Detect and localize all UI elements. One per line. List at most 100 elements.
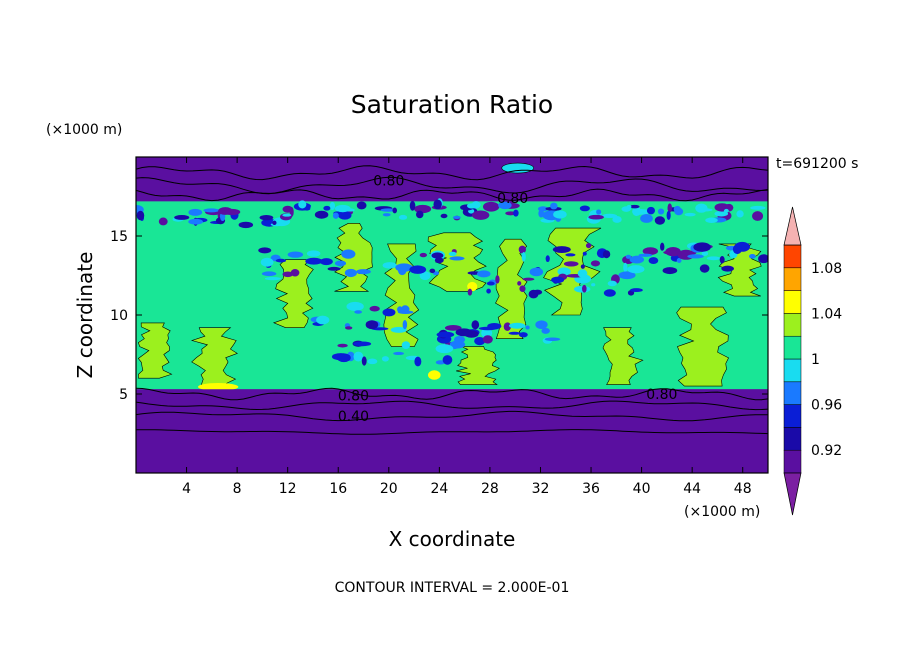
dry-streak-patch xyxy=(336,353,351,363)
dry-streak-patch xyxy=(382,308,396,317)
supersaturated-region xyxy=(676,306,729,387)
colorbar-under-arrow xyxy=(783,472,802,516)
dry-streak-patch xyxy=(414,204,432,214)
dry-streak-patch xyxy=(623,262,628,273)
contour-line xyxy=(136,176,768,195)
dry-streak-patch xyxy=(714,210,729,217)
dry-streak-patch xyxy=(601,213,618,218)
dry-streak-patch xyxy=(693,242,711,252)
dry-streak-patch xyxy=(657,208,665,215)
dry-streak-patch xyxy=(627,265,645,274)
dry-streak-patch xyxy=(513,209,519,217)
dry-streak-patch xyxy=(632,206,641,217)
contour-interval-note: CONTOUR INTERVAL = 2.000E-01 xyxy=(335,580,570,596)
dry-streak-patch xyxy=(660,242,665,251)
dry-streak-patch xyxy=(591,283,596,287)
dry-streak-patch xyxy=(435,344,454,354)
x-tick-label: 8 xyxy=(233,481,242,497)
dry-streak-patch xyxy=(452,215,461,219)
dry-streak-patch xyxy=(393,351,405,356)
dry-streak-patch xyxy=(696,208,713,212)
dry-streak-patch xyxy=(525,325,530,330)
contour-line xyxy=(136,410,768,422)
dry-streak-patch xyxy=(552,246,571,253)
x-axis-label: X coordinate xyxy=(389,527,516,551)
dry-streak-patch xyxy=(390,326,407,333)
dry-streak-patch xyxy=(188,208,203,216)
dry-streak-patch xyxy=(327,266,341,271)
dry-streak-patch xyxy=(474,336,486,346)
dry-streak-patch xyxy=(414,356,422,367)
dry-streak-patch xyxy=(398,214,408,220)
dry-streak-patch xyxy=(334,204,351,213)
dry-streak-patch xyxy=(750,205,766,210)
dry-streak-patch xyxy=(563,261,579,267)
dry-streak-patch xyxy=(314,210,329,219)
contour-line-layer xyxy=(136,165,768,435)
contour-line xyxy=(136,165,768,181)
dry-streak-patch xyxy=(486,281,495,286)
dry-streak-patch xyxy=(642,247,659,256)
dry-streak-patch xyxy=(264,276,282,281)
dry-streak-patch xyxy=(337,343,348,348)
x-tick-label: 44 xyxy=(683,481,701,497)
y-tick-label: 5 xyxy=(119,387,128,403)
dry-streak-patch xyxy=(732,244,742,255)
colorbar-bin xyxy=(783,404,802,428)
dry-streak-patch xyxy=(519,285,526,293)
dry-streak-patch xyxy=(701,251,709,257)
dry-streak-patch xyxy=(699,264,710,273)
dry-streak-patch xyxy=(577,269,588,278)
dry-streak-patch xyxy=(467,288,473,296)
dry-streak-patch xyxy=(640,213,653,223)
dry-streak-patch xyxy=(275,258,287,263)
dry-streak-patch xyxy=(258,247,272,254)
dry-streak-patch xyxy=(684,212,696,217)
colorbar-bin xyxy=(783,290,802,314)
colorbar-bin xyxy=(783,335,802,360)
y-axis: 5 10 15 xyxy=(110,229,768,403)
dry-streak-patch xyxy=(345,326,353,330)
contour-line xyxy=(136,188,768,202)
dry-streak-patch xyxy=(442,355,453,365)
x-tick-label: 24 xyxy=(430,481,448,497)
x-tick-label: 28 xyxy=(481,481,499,497)
dry-streak-patch xyxy=(486,288,491,294)
dry-streak-patch xyxy=(503,322,512,331)
upper-dry-region xyxy=(136,157,768,202)
dry-streak-patch xyxy=(282,213,292,217)
colorbar-tick-label: 1.08 xyxy=(811,261,842,277)
dry-streak-patch xyxy=(397,266,407,276)
dry-streak-patch xyxy=(353,341,372,347)
dry-streak-patch xyxy=(602,250,611,259)
dry-streak-patch xyxy=(381,356,389,362)
dry-streak-patch xyxy=(305,257,323,265)
dry-streak-patch xyxy=(588,214,604,220)
y-unit-label: (×1000 m) xyxy=(46,122,122,138)
supersaturated-region xyxy=(602,327,644,385)
dry-streak-patch xyxy=(638,253,653,257)
dry-streak-patch xyxy=(238,221,254,229)
y-axis-label: Z coordinate xyxy=(73,252,97,379)
dry-streak-patch xyxy=(223,208,241,216)
dry-streak-patch xyxy=(758,254,768,264)
colorbar-bin xyxy=(783,358,802,383)
dry-streak-patch xyxy=(706,256,721,261)
dry-streak-patch xyxy=(409,265,427,274)
contour-line xyxy=(136,429,768,435)
dry-streak-patch xyxy=(579,205,590,212)
x-tick-label: 12 xyxy=(279,481,297,497)
dry-streak-patch xyxy=(356,201,367,210)
dry-streak-patch xyxy=(429,268,436,274)
colorbar-bin xyxy=(783,427,802,451)
dry-streak-patch xyxy=(565,253,576,257)
dry-streak-patch xyxy=(495,275,500,284)
dry-streak-patch xyxy=(419,252,427,258)
dry-streak-patch xyxy=(648,257,659,264)
colorbar: 0.92 0.96 1 1.04 1.08 xyxy=(783,206,842,516)
dry-streak-patch xyxy=(466,203,477,209)
dry-streak-patch xyxy=(158,217,168,226)
dry-streak-patch xyxy=(416,210,424,219)
dry-streak-patch xyxy=(596,209,602,215)
dry-streak-patch xyxy=(545,255,550,263)
